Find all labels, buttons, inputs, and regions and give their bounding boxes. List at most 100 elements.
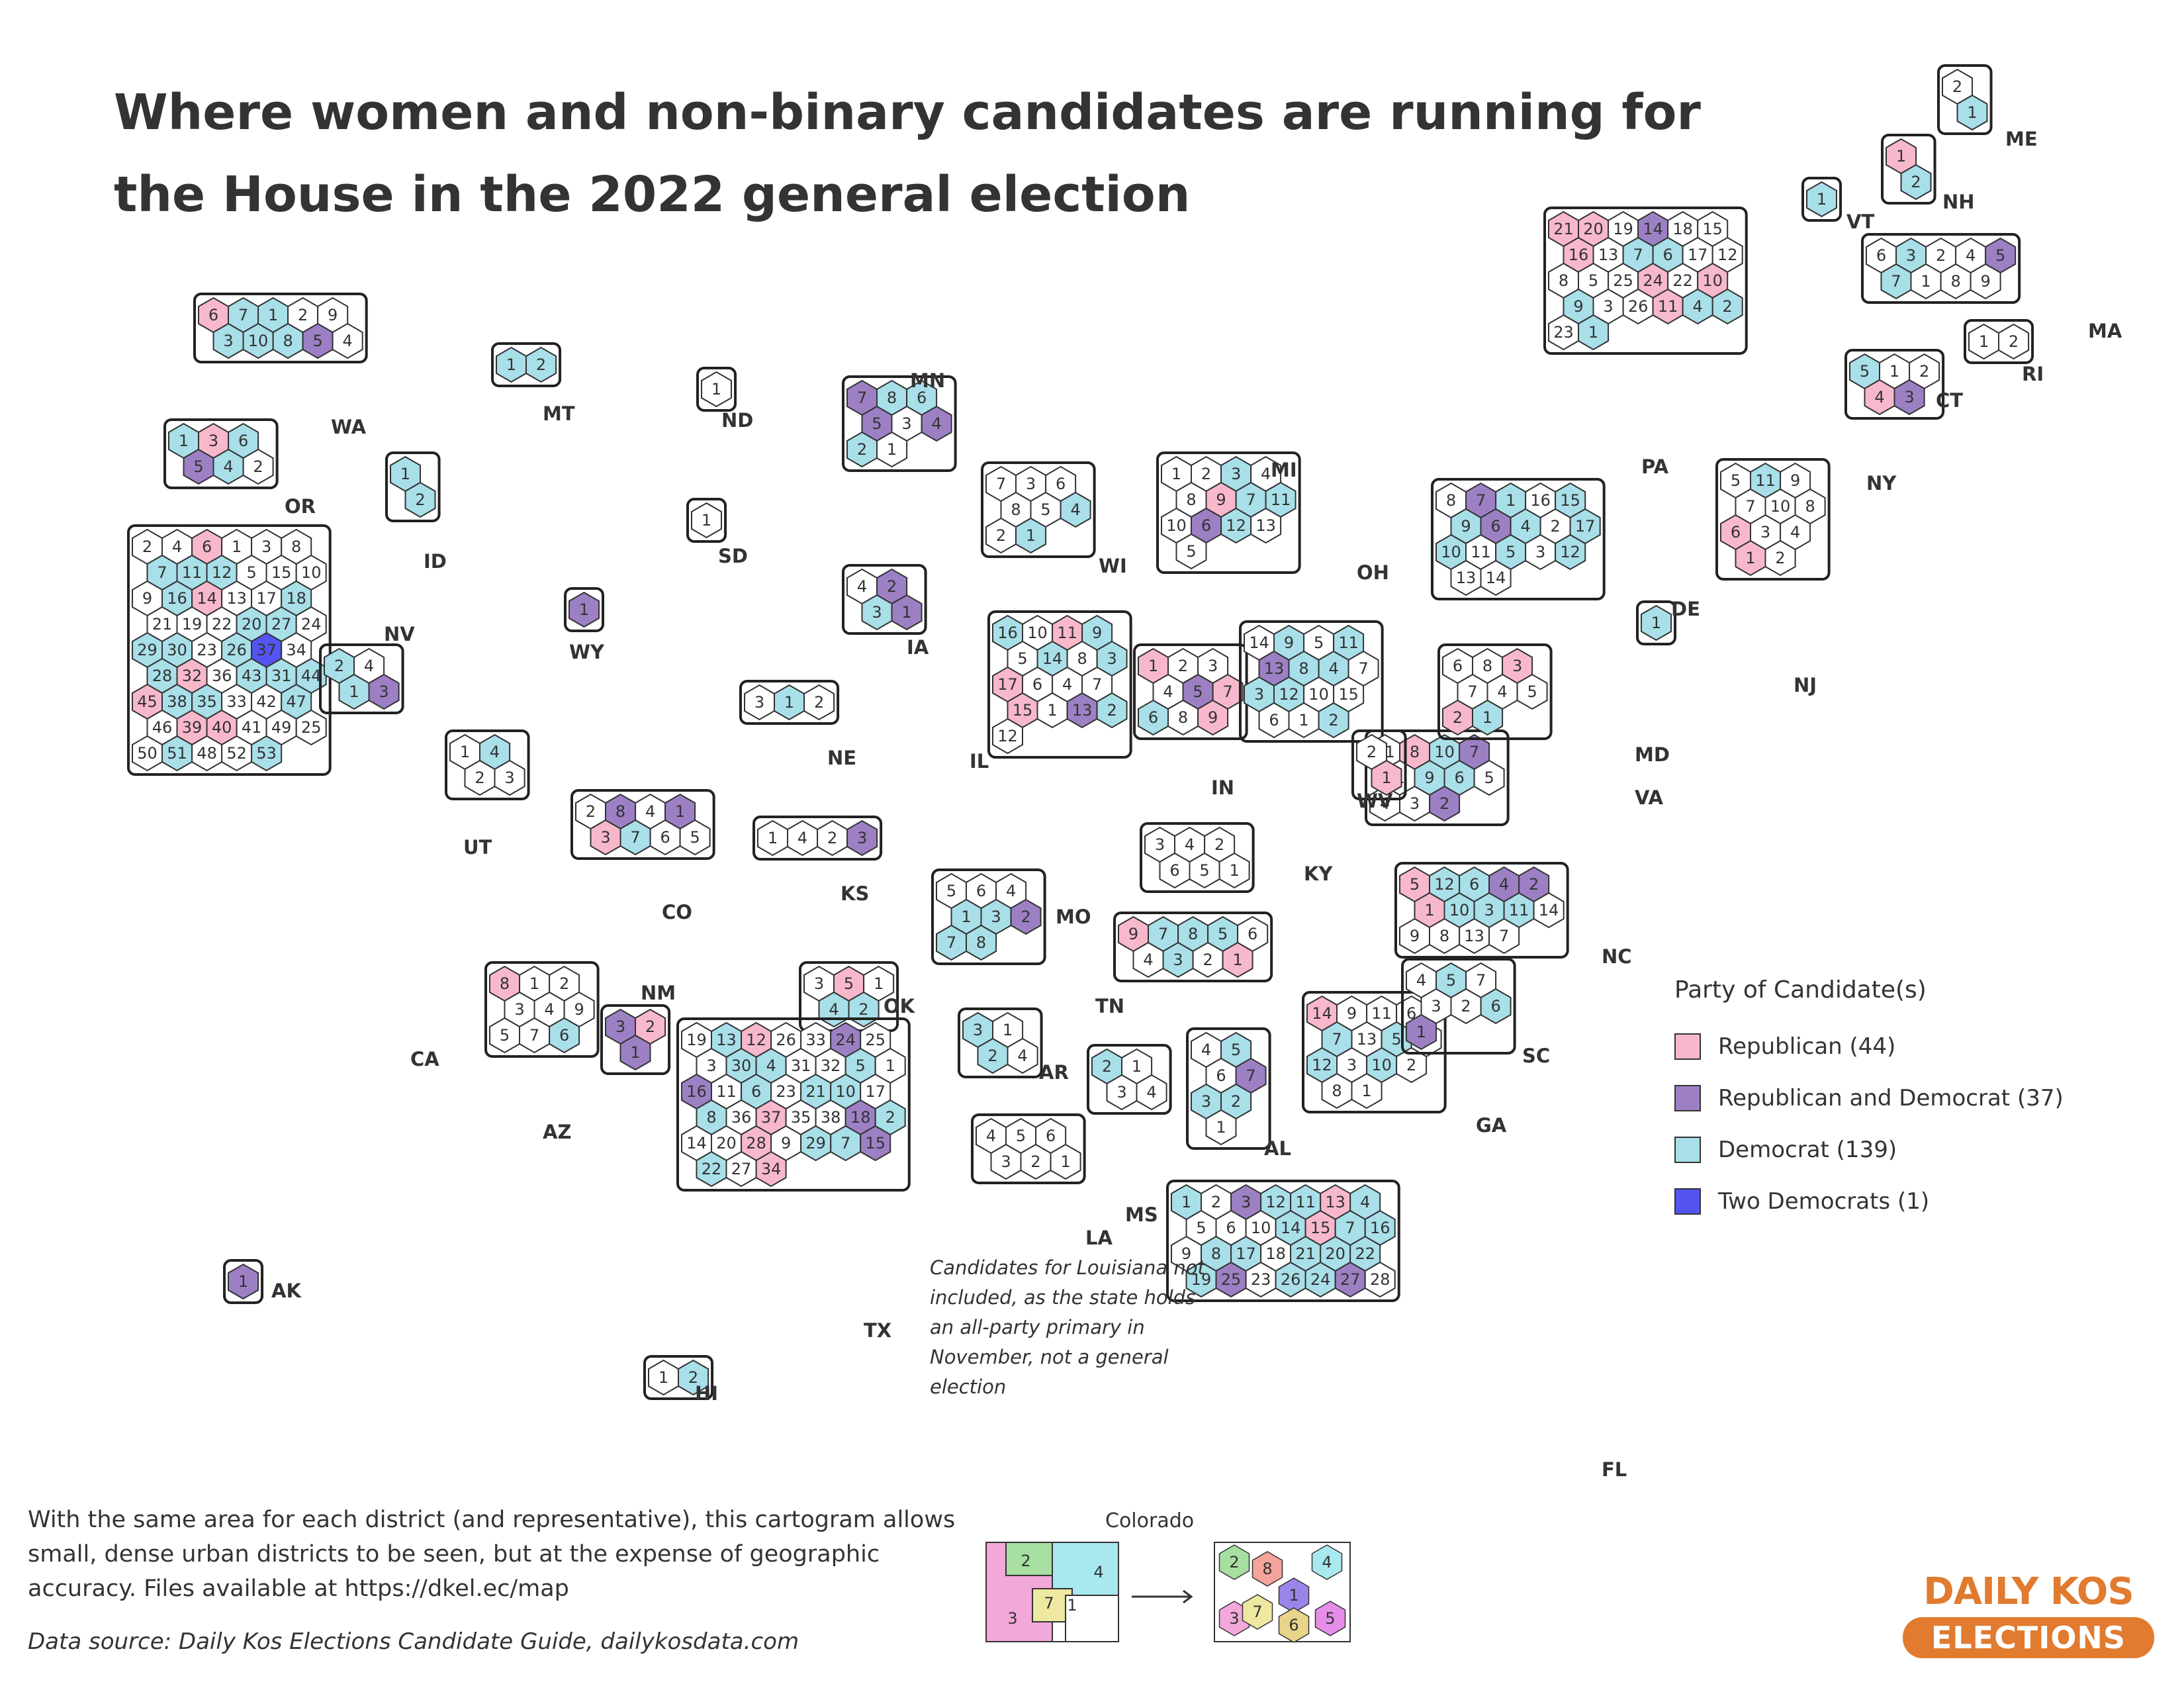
state-ks: 1 4 2 3 KS (752, 816, 883, 905)
state-nc: 5 12 6 4 2 1 10 3 11 14 9 8 13 7 NC (1394, 862, 1632, 968)
state-label-oh: OH (1357, 561, 1389, 584)
district-number: 11 (1755, 471, 1776, 490)
district-number: 7 (1633, 246, 1643, 264)
legend-item-democrat: Democrat (139) (1674, 1124, 2138, 1176)
state-label-nv: NV (384, 623, 415, 645)
state-label-al: AL (1264, 1137, 1291, 1160)
district-number: 41 (242, 718, 262, 737)
district-number: 1 (1506, 491, 1516, 510)
district-number: 7 (996, 475, 1006, 493)
district-number: 3 (1410, 794, 1420, 813)
district-number: 24 (835, 1031, 856, 1049)
state-de: 1 DE (1636, 598, 1700, 645)
state-nv: 2 41 3 NV (319, 623, 415, 714)
district-number: 6 (917, 389, 927, 407)
state-ms: 2 13 4 MS (1087, 1044, 1172, 1226)
district-number: 14 (1312, 1004, 1332, 1023)
district-number: 19 (1613, 220, 1633, 238)
district-number: 2 (1775, 549, 1785, 567)
district-number: 5 (872, 414, 882, 433)
district-vt-1 (1806, 181, 1837, 218)
district-number: 7 (157, 563, 167, 582)
district-number: 4 (1163, 682, 1173, 701)
district-number: 2 (475, 769, 484, 787)
state-outline (570, 789, 715, 860)
state-label-az: AZ (543, 1121, 571, 1143)
district-mi-13 (1250, 507, 1282, 544)
state-label-ks: KS (841, 882, 869, 905)
district-number: 2 (559, 974, 569, 993)
district-ny-1 (1578, 314, 1610, 351)
district-number: 5 (1391, 1030, 1401, 1049)
state-outline (1636, 600, 1677, 645)
district-number: 13 (1325, 1193, 1345, 1211)
district-number: 1 (1361, 1082, 1371, 1100)
district-number: 3 (504, 769, 514, 787)
district-number: 20 (242, 615, 262, 633)
state-label-nh: NH (1942, 191, 1975, 213)
district-number: 4 (1693, 297, 1703, 316)
district-number: 2 (1453, 708, 1463, 727)
district-number: 3 (1116, 1083, 1126, 1102)
district-number: 26 (776, 1031, 796, 1049)
district-number: 2 (1201, 465, 1211, 483)
district-number: 13 (1255, 516, 1276, 535)
district-number: 1 (1889, 362, 1899, 381)
district-number: 1 (179, 432, 189, 450)
state-outline (319, 643, 404, 714)
district-number: 15 (1310, 1219, 1331, 1237)
colorado-before-district (1065, 1595, 1119, 1642)
district-number: 2 (142, 538, 152, 556)
district-tx-34 (755, 1150, 787, 1188)
state-outline (739, 680, 840, 725)
district-number: 8 (1077, 649, 1087, 668)
colorado-after-district (1278, 1607, 1310, 1643)
district-number: 2 (1211, 1193, 1221, 1211)
state-outline (193, 293, 368, 363)
state-label-nm: NM (641, 982, 676, 1004)
district-number: 1 (675, 802, 685, 821)
district-number: 4 (1520, 517, 1530, 536)
district-number: 1 (901, 603, 911, 622)
district-number: 1 (1416, 1023, 1426, 1041)
district-number: 1 (1181, 1193, 1191, 1211)
district-number: 1 (579, 600, 589, 619)
state-outline (1140, 822, 1255, 893)
district-number: 6 (1454, 769, 1464, 787)
state-co: 2 8 4 1 3 7 6 5 CO (570, 789, 715, 923)
district-number: 9 (1216, 491, 1226, 509)
district-number: 5 (1860, 362, 1870, 381)
district-number: 3 (1231, 465, 1241, 483)
state-label-la: LA (1085, 1227, 1113, 1249)
state-label-wa: WA (331, 416, 367, 438)
district-number: 13 (1456, 569, 1477, 587)
district-number: 6 (1216, 1066, 1226, 1085)
state-outline (1401, 958, 1516, 1055)
district-co-5 (679, 819, 711, 856)
state-label-ny: NY (1866, 472, 1897, 494)
district-number: 22 (212, 615, 232, 633)
district-number: 5 (1314, 633, 1324, 652)
district-number: 14 (197, 589, 217, 608)
district-number: 3 (208, 432, 218, 450)
district-number: 1 (1132, 1057, 1142, 1076)
district-number: 1 (1298, 711, 1308, 729)
district-number: 3 (857, 829, 867, 847)
district-number: 5 (1527, 682, 1537, 701)
state-outline (1239, 620, 1384, 743)
district-number: 10 (1308, 685, 1329, 704)
district-number: 38 (167, 692, 187, 711)
district-ky-1 (1218, 852, 1250, 889)
district-number: 9 (1573, 297, 1583, 316)
district-number: 12 (1560, 543, 1580, 561)
state-outline (643, 1355, 714, 1400)
state-tn: 9 7 8 5 6 4 3 2 1 TN (1095, 912, 1273, 1017)
district-number: 21 (1295, 1244, 1316, 1263)
district-number: 10 (1166, 516, 1187, 535)
district-number: 12 (1312, 1056, 1332, 1074)
district-number: 13 (1072, 701, 1093, 720)
colorado-after-district (1311, 1544, 1343, 1580)
district-number: 1 (1003, 1021, 1013, 1039)
district-number: 8 (1439, 927, 1449, 945)
